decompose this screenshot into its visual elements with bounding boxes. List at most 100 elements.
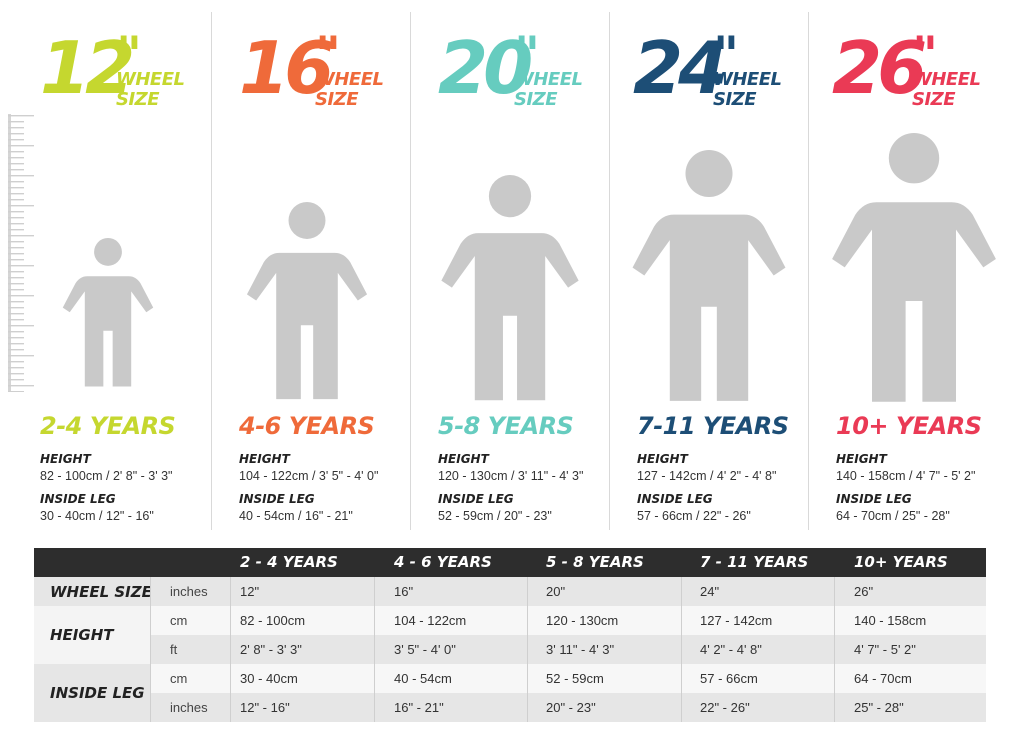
header-cell: 2 - 4 YEARS [240, 553, 338, 571]
age-range: 5-8 YEARS [438, 412, 574, 440]
ruler-tick [8, 271, 24, 273]
ruler-tick [8, 175, 34, 177]
ruler-tick [8, 193, 24, 195]
ruler-tick [8, 151, 24, 153]
ruler-tick [8, 211, 24, 213]
ruler-tick [8, 229, 24, 231]
table-cell: 4' 7" - 5' 2" [854, 642, 916, 657]
ruler-tick [8, 157, 24, 159]
wheel-number: 12 [40, 26, 135, 110]
column-divider [609, 12, 610, 530]
inside-leg-label: INSIDE LEG [239, 492, 315, 506]
ruler-tick [8, 253, 24, 255]
table-cell: 2' 8" - 3' 3" [240, 642, 302, 657]
row-label: INSIDE LEG [50, 684, 145, 702]
age-range: 2-4 YEARS [40, 412, 176, 440]
wheel-size-heading: 24 " WHEEL SIZE [609, 30, 809, 120]
grid-line [230, 577, 231, 722]
table-cell: 40 - 54cm [394, 671, 452, 686]
height-label: HEIGHT [40, 452, 91, 466]
ruler-tick [8, 241, 24, 243]
ruler-tick [8, 277, 24, 279]
unit-cell: cm [170, 671, 188, 686]
ruler-tick [8, 373, 24, 375]
grid-line [834, 577, 835, 722]
table-row: inches 12" - 16" 16" - 21" 20" - 23" 22"… [150, 693, 986, 722]
row-label: HEIGHT [50, 626, 114, 644]
table-cell: 64 - 70cm [854, 671, 912, 686]
table-cell: 140 - 158cm [854, 613, 927, 628]
inside-leg-value: 40 - 54cm / 16" - 21" [239, 509, 353, 523]
ruler-tick [8, 361, 24, 363]
ruler-tick [8, 145, 34, 147]
table-cell: 3' 11" - 4' 3" [546, 642, 615, 657]
row-label-cell: WHEEL SIZE [34, 577, 152, 606]
ruler-tick [8, 199, 24, 201]
height-value: 82 - 100cm / 2' 8" - 3' 3" [40, 469, 173, 483]
table-cell: 127 - 142cm [700, 613, 773, 628]
ruler-tick [8, 217, 24, 219]
table-header: 2 - 4 YEARS 4 - 6 YEARS 5 - 8 YEARS 7 - … [34, 548, 986, 577]
ruler-tick [8, 391, 24, 392]
column-divider [211, 12, 212, 530]
child-figure-icon [211, 202, 411, 402]
row-label: WHEEL SIZE [50, 583, 152, 601]
table-cell: 20" [546, 584, 566, 599]
wheel-number: 20 [438, 26, 533, 110]
table-cell: 24" [700, 584, 720, 599]
ruler-tick [8, 181, 24, 183]
ruler-tick [8, 349, 24, 351]
grid-line [374, 577, 375, 722]
unit-cell: inches [170, 700, 208, 715]
child-figure-icon [808, 133, 1008, 405]
table-cell: 3' 5" - 4' 0" [394, 642, 456, 657]
ruler-tick [8, 235, 34, 237]
inside-leg-label: INSIDE LEG [637, 492, 713, 506]
ruler-tick [8, 223, 24, 225]
table-cell: 16" - 21" [394, 700, 444, 715]
header-cell: 5 - 8 YEARS [546, 553, 644, 571]
wheel-number: 24 [633, 26, 728, 110]
inside-leg-label: INSIDE LEG [40, 492, 116, 506]
child-figure-icon [609, 150, 809, 404]
table-cell: 57 - 66cm [700, 671, 758, 686]
child-figure-icon [12, 238, 212, 390]
inside-leg-value: 57 - 66cm / 22" - 26" [637, 509, 751, 523]
unit-cell: inches [170, 584, 208, 599]
table-cell: 52 - 59cm [546, 671, 604, 686]
height-value: 104 - 122cm / 3' 5" - 4' 0" [239, 469, 379, 483]
age-range: 7-11 YEARS [637, 412, 789, 440]
ruler-tick [8, 133, 24, 135]
row-label-cell: INSIDE LEG [34, 664, 150, 722]
ruler-tick [8, 325, 34, 327]
row-label-cell: HEIGHT [34, 606, 150, 664]
table-cell: 82 - 100cm [240, 613, 306, 628]
wheel-size-label: WHEEL SIZE [315, 69, 384, 110]
table-cell: 120 - 130cm [546, 613, 619, 628]
inside-leg-value: 30 - 40cm / 12" - 16" [40, 509, 154, 523]
table-row: inches 12" 16" 20" 24" 26" [150, 577, 986, 606]
height-value: 127 - 142cm / 4' 2" - 4' 8" [637, 469, 777, 483]
column-divider [410, 12, 411, 530]
wheel-size-heading: 26 " WHEEL SIZE [808, 30, 1008, 120]
header-cell: 7 - 11 YEARS [700, 553, 809, 571]
ruler-tick [8, 331, 24, 333]
grid-line [150, 577, 151, 722]
table-row: ft 2' 8" - 3' 3" 3' 5" - 4' 0" 3' 11" - … [150, 635, 986, 664]
inside-leg-label: INSIDE LEG [438, 492, 514, 506]
height-value: 140 - 158cm / 4' 7" - 5' 2" [836, 469, 976, 483]
inch-mark: " [315, 26, 342, 84]
table-row: cm 82 - 100cm 104 - 122cm 120 - 130cm 12… [150, 606, 986, 635]
inch-mark: " [912, 26, 939, 84]
wheel-size-heading: 20 " WHEEL SIZE [410, 30, 610, 120]
height-ruler [8, 114, 34, 392]
ruler-tick [8, 385, 34, 387]
inside-leg-value: 52 - 59cm / 20" - 23" [438, 509, 552, 523]
age-range: 10+ YEARS [836, 412, 982, 440]
inside-leg-value: 64 - 70cm / 25" - 28" [836, 509, 950, 523]
ruler-tick [8, 283, 24, 285]
inch-mark: " [514, 26, 541, 84]
header-cell: 4 - 6 YEARS [394, 553, 492, 571]
grid-line [681, 577, 682, 722]
unit-cell: ft [170, 642, 178, 657]
